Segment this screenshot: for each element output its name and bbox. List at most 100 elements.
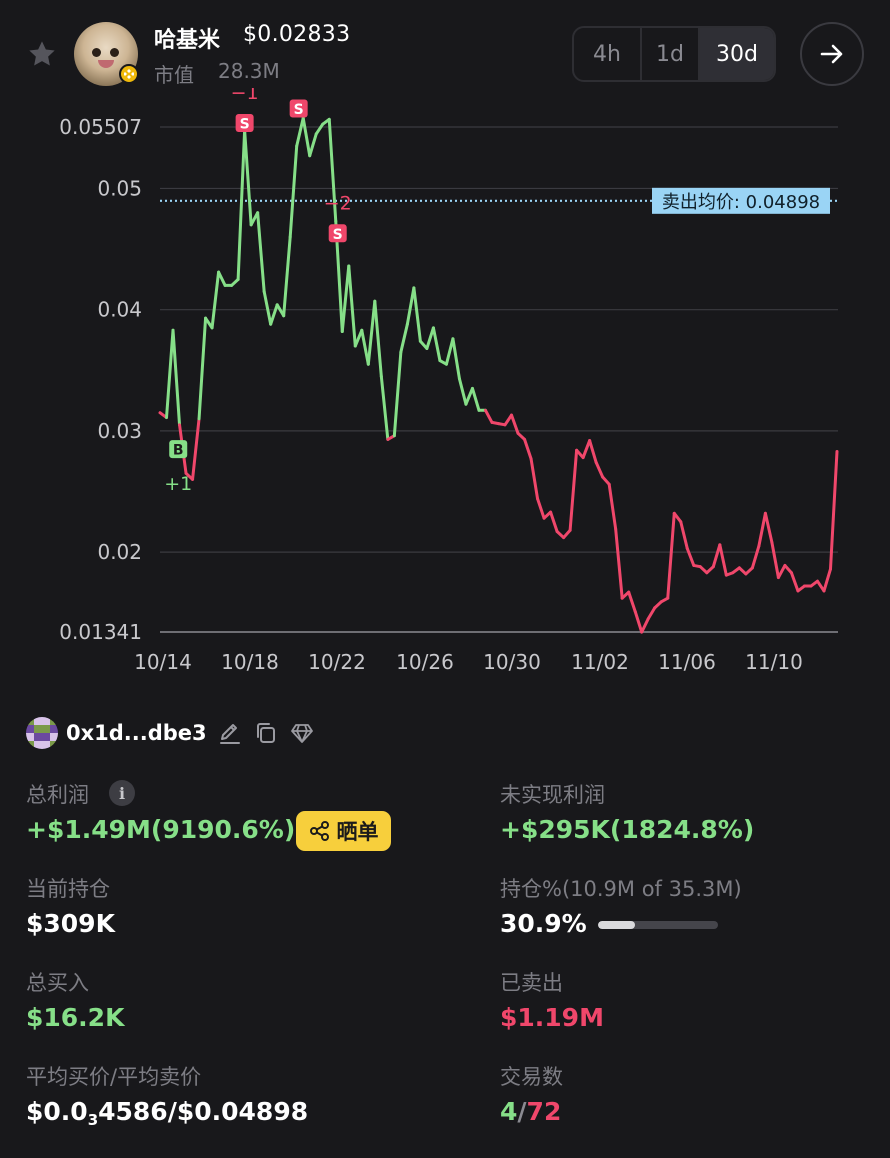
price-line-segment [165,328,175,420]
info-icon[interactable]: i [109,780,135,806]
price-line-segment [191,417,201,481]
x-tick-label: 11/06 [658,650,716,674]
price-line-segment [483,408,494,424]
share-button[interactable]: 晒单 [296,811,391,851]
price-line-segment [594,460,605,479]
avg-buy-zero-count: 3 [87,1111,99,1129]
price-line-segment [464,386,474,406]
price-line-segment [783,563,793,575]
x-tick-label: 11/10 [745,650,803,674]
star-icon[interactable] [26,38,58,70]
share-button-label: 晒单 [336,820,379,844]
avg-price-label: 平均买价/平均卖价 [26,1065,202,1089]
market-cap-label: 市值 [154,63,194,87]
pencil-icon[interactable] [217,720,243,746]
wallet-address: 0x1d...dbe3 [66,721,207,745]
price-line-segment [288,144,299,239]
price-line-segment [627,590,637,614]
trade-marker-count: −1 [231,88,259,104]
price-line-segment [301,116,312,158]
trade-marker [328,224,347,243]
price-line-segment [282,235,292,318]
total-bought-value: $16.2K [26,1003,125,1032]
price-line-segment [607,482,618,531]
x-tick-label: 10/26 [396,650,454,674]
avg-buy-rest: 4586 [98,1097,168,1126]
price-line-segment [562,528,572,540]
price-line-segment [815,579,826,593]
open-token-button[interactable] [800,22,864,86]
price-line-segment [510,413,520,435]
x-tick-label: 10/22 [308,650,366,674]
copy-icon[interactable] [253,720,279,746]
price-line-segment [711,543,722,569]
trade-count-label: 交易数 [500,1065,563,1089]
price-line-segment [347,264,357,348]
unrealized-profit-label: 未实现利润 [500,783,605,807]
timeframe-1d-button[interactable]: 1d [640,28,698,80]
price-line-segment [236,128,247,281]
price-chart[interactable]: 0.05507 0.05 0.04 0.03 0.02 0.01341 10/14 10/18… [0,88,890,688]
avg-price-value: $0.034586/$0.04898 [26,1097,309,1129]
trade-count-value: 4/72 [500,1097,561,1126]
total-sold-label: 已卖出 [500,971,563,995]
total-profit-label: 总利润 [26,783,89,807]
price-line-segment [373,299,383,378]
price-line-segment [171,328,182,427]
price-line-segment [412,286,422,343]
price-line-segment [646,606,657,621]
price-line-segment [640,617,650,634]
price-line-segment [770,540,780,580]
trade-marker [289,99,308,118]
y-tick-label: 0.02 [97,540,142,564]
y-tick-label: 0.04 [97,298,142,322]
price-line-segment [256,211,266,293]
trade-marker [169,440,188,459]
timeframe-30d-button[interactable]: 30d [698,28,774,80]
x-tick-label: 10/30 [483,650,541,674]
holding-progress-bar [598,921,718,929]
holding-percent-value: 30.9% [500,909,587,938]
price-line-segment [425,326,435,350]
price-line-segment [470,386,481,412]
wallet-avatar [26,717,58,749]
trade-marker-letter: S [240,116,250,132]
trade-count-buys: 4 [500,1097,518,1126]
price-line-segment [405,286,416,326]
y-tick-label: 0.01341 [59,620,142,644]
diamond-icon[interactable] [289,720,315,746]
price-line-segment [581,439,592,460]
x-tick-label: 10/14 [134,650,192,674]
price-line-segment [340,264,351,333]
trade-marker-letter: B [173,443,184,459]
price-line-segment [822,567,832,593]
price-line-segment [776,563,787,580]
trade-marker-letter: S [294,102,304,118]
y-tick-label: 0.05507 [59,115,142,139]
price-line-segment [503,413,514,427]
price-line-segment [568,448,579,532]
price-line-segment [588,439,598,464]
price-line-segment [399,322,409,354]
price-line-segment [314,122,325,136]
price-line-segment [308,132,318,158]
price-line-segment [718,543,728,577]
price-chart-svg: 0.05507 0.05 0.04 0.03 0.02 0.01341 10/14 10/18… [59,88,839,674]
price-line-segment [392,350,403,438]
price-line-segment [763,511,774,544]
y-tick-label: 0.03 [97,419,142,443]
trade-marker [235,113,254,132]
price-line-segment [379,374,390,441]
price-line-segment [828,450,839,571]
price-line-segment [269,303,279,326]
avg-sell-tag [652,187,830,214]
timeframe-4h-button[interactable]: 4h [593,41,621,67]
price-line-segment [295,116,305,148]
price-line-segment [672,511,683,524]
token-price: $0.02833 [243,22,351,47]
price-line-segment [444,337,455,366]
price-line-segment [536,497,546,520]
price-line-segment [197,316,208,421]
avg-sell-value: /$0.04898 [167,1097,309,1126]
avg-sell-tag-label: 卖出均价: 0.04898 [662,192,820,213]
